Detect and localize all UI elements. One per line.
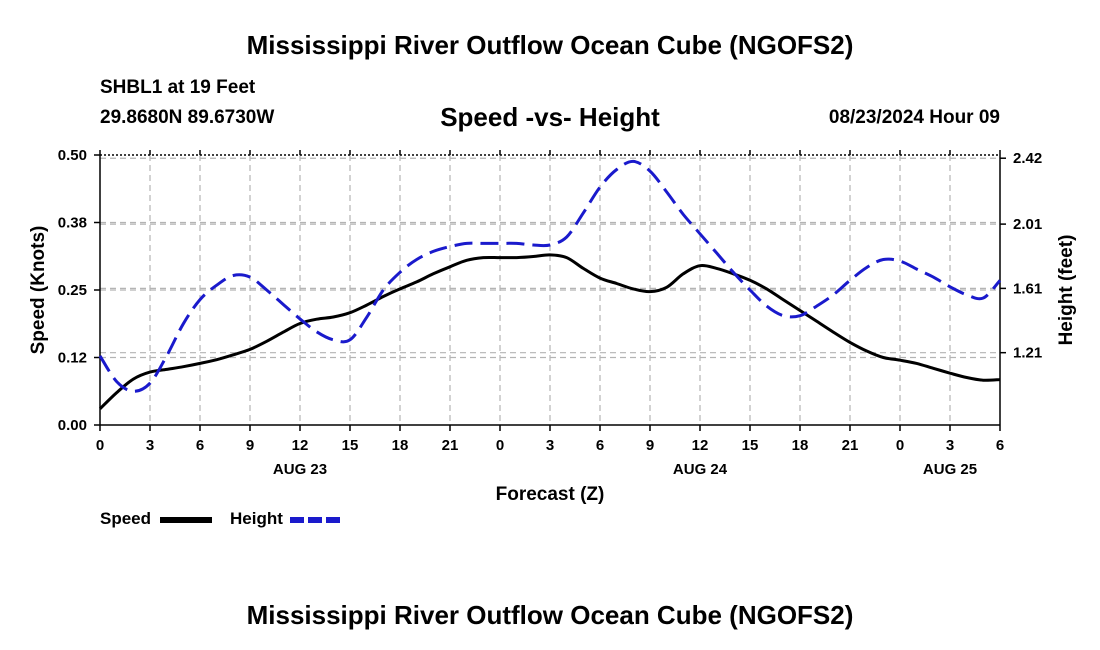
x-tick-label: 6 [996,437,1004,454]
x-tick-label: 0 [896,437,904,454]
footer-title: Mississippi River Outflow Ocean Cube (NG… [246,600,854,630]
y-tick-label: 0.00 [58,417,87,434]
page-title: Mississippi River Outflow Ocean Cube (NG… [246,30,854,60]
y-tick-label: 0.50 [58,147,87,164]
date-label: AUG 24 [673,461,728,478]
x-tick-label: 21 [442,437,459,454]
y-tick-label: 0.25 [58,282,87,299]
speed-series-line [98,253,1001,410]
height-series-line [98,159,1002,393]
y2-tick-label: 2.01 [1013,216,1042,233]
chart-subtitle: Speed -vs- Height [440,102,660,132]
x-tick-label: 18 [392,437,409,454]
x-tick-label: 9 [246,437,254,454]
y-tick-label: 0.12 [58,350,87,367]
x-tick-label: 18 [792,437,809,454]
x-tick-label: 12 [292,437,309,454]
x-tick-label: 0 [496,437,504,454]
date-label: AUG 23 [273,461,327,478]
y2-tick-label: 1.61 [1013,280,1042,297]
y2-tick-label: 1.21 [1013,345,1042,362]
x-tick-label: 0 [96,437,104,454]
y2-tick-label: 2.42 [1013,150,1042,167]
y2-axis-title: Height (feet) [1056,235,1077,346]
y-tick-label: 0.38 [58,215,87,232]
legend-speed-label: Speed [100,509,152,528]
y-axis-title: Speed (Knots) [28,226,49,355]
x-tick-label: 15 [342,437,359,454]
x-tick-label: 3 [546,437,554,454]
x-tick-label: 21 [842,437,859,454]
x-tick-label: 15 [742,437,759,454]
x-tick-label: 6 [196,437,204,454]
x-axis-title: Forecast (Z) [496,484,605,505]
station-coordinates: 29.8680N 89.6730W [100,107,275,128]
station-label: SHBL1 at 19 Feet [100,77,256,98]
x-tick-label: 3 [946,437,954,454]
forecast-datetime: 08/23/2024 Hour 09 [828,107,1000,128]
x-tick-label: 3 [146,437,154,454]
date-label: AUG 25 [923,461,977,478]
x-tick-label: 12 [692,437,709,454]
x-tick-label: 9 [646,437,654,454]
x-tick-label: 6 [596,437,604,454]
legend-height-label: Height [230,509,283,528]
